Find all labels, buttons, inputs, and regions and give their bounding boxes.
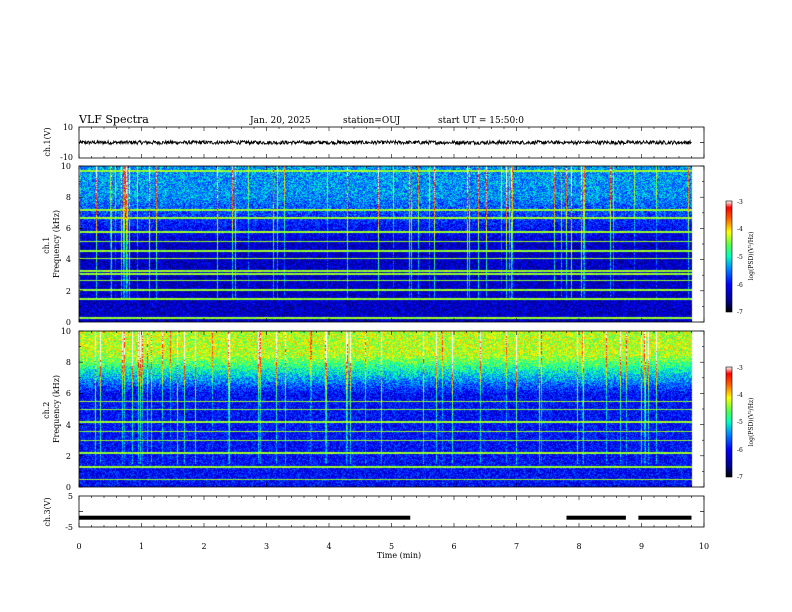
ch3-ytick-bottom: -5 <box>65 523 73 532</box>
ch2-cb-tick-m6: -6 <box>737 447 743 454</box>
ch3-ylabel: ch.3(V) <box>43 497 52 526</box>
ch1-colorbar: -3 -4 -5 -6 -7 log(PSD)(V²/Hz) <box>725 199 755 316</box>
ch2-cb-tick-m4: -4 <box>737 392 743 399</box>
ch1-colorbar-label: log(PSD)(V²/Hz) <box>748 232 755 281</box>
ch1-freq-tick-10: 10 <box>61 162 71 171</box>
time-axis-tick-label: 4 <box>326 542 331 551</box>
ch1-spectrogram-image <box>79 166 704 322</box>
time-axis-tick-label: 9 <box>639 542 644 551</box>
ch1-cb-tick-m3: -3 <box>737 199 743 206</box>
ch3-trace-segment <box>638 515 692 520</box>
ch1-ytick-top: 10 <box>63 123 73 132</box>
time-axis-tick-label: 5 <box>389 542 394 551</box>
time-axis-tick-label: 1 <box>139 542 144 551</box>
ch1-cb-tick-m5: -5 <box>737 254 743 261</box>
ch1-ylabel-line2: Frequency (kHz) <box>52 210 61 278</box>
station-label: station=OUJ <box>343 116 401 126</box>
ch3-trace-segment <box>79 515 411 520</box>
date-label: Jan. 20, 2025 <box>249 116 311 126</box>
ch3-waveform-trace <box>79 515 692 520</box>
ch2-freq-tick-0: 0 <box>66 483 71 492</box>
ch1-waveform-trace <box>78 139 692 146</box>
time-axis-tick-label: 7 <box>514 542 519 551</box>
figure-title: VLF Spectra <box>78 113 149 126</box>
ch2-cb-tick-m3: -3 <box>737 365 743 372</box>
ch2-colorbar-label: log(PSD)(V²/Hz) <box>748 398 755 447</box>
time-axis-label: Time (min) <box>377 551 421 560</box>
ch1-waveform-panel: 10 -10 ch.1(V) <box>43 123 705 162</box>
ch1-freq-tick-4: 4 <box>66 255 71 264</box>
ch1-ylabel-line1: ch.1 <box>42 237 51 254</box>
start-time-label: start UT = 15:50:0 <box>438 116 524 126</box>
ch2-ylabel-line1: ch.2 <box>42 402 51 419</box>
ch2-freq-tick-4: 4 <box>66 421 71 430</box>
ch2-cb-tick-m7: -7 <box>737 474 743 481</box>
time-axis-tick-label: 6 <box>451 542 456 551</box>
ch2-colorbar: -3 -4 -5 -6 -7 log(PSD)(V²/Hz) <box>725 365 755 481</box>
ch2-ylabel: ch.2 Frequency (kHz) <box>42 375 61 443</box>
ch1-ytick-bottom: -10 <box>60 153 73 162</box>
ch2-freq-tick-10: 10 <box>61 327 71 336</box>
ch2-spectrogram-image <box>79 331 704 487</box>
time-axis-tick-label: 2 <box>201 542 206 551</box>
ch2-spectrogram-panel: 10 8 6 4 2 0 ch.2 Frequency (kHz) -3 -4 … <box>42 327 755 492</box>
ch1-spectrogram-panel: 10 8 6 4 2 0 ch.1 Frequency (kHz) -3 -4 … <box>42 162 755 327</box>
ch1-freq-tick-6: 6 <box>66 224 71 233</box>
ch1-waveform-ticks <box>78 127 705 158</box>
ch1-ylabel: ch.1(V) <box>43 127 52 156</box>
time-axis-tick-label: 8 <box>576 542 581 551</box>
ch2-ylabel-line2: Frequency (kHz) <box>52 375 61 443</box>
ch3-ytick-top: 5 <box>68 492 73 501</box>
ch2-freq-tick-6: 6 <box>66 389 71 398</box>
ch2-cb-tick-m5: -5 <box>737 419 743 426</box>
ch1-spectrogram-ticks <box>78 165 705 323</box>
ch3-waveform-frame <box>78 495 705 528</box>
time-axis-tick-label: 3 <box>264 542 269 551</box>
ch2-freq-tick-8: 8 <box>66 358 71 367</box>
ch1-cb-tick-m4: -4 <box>737 226 743 233</box>
time-axis-tick-label: 10 <box>699 542 709 551</box>
ch1-cb-tick-m7: -7 <box>737 309 743 316</box>
time-axis-tick-label: 0 <box>76 542 81 551</box>
ch1-freq-tick-8: 8 <box>66 193 71 202</box>
ch2-colorbar-scale <box>725 366 733 478</box>
ch1-cb-tick-m6: -6 <box>737 282 743 289</box>
ch1-freq-tick-2: 2 <box>66 287 71 296</box>
ch3-trace-segment <box>566 515 626 520</box>
ch3-waveform-ticks <box>78 496 705 527</box>
time-axis-tick-labels: 0 1 2 3 4 5 6 7 8 9 10 <box>76 542 709 551</box>
ch1-ylabel: ch.1 Frequency (kHz) <box>42 210 61 278</box>
ch1-freq-tick-0: 0 <box>66 318 71 327</box>
ch2-freq-tick-2: 2 <box>66 452 71 461</box>
ch2-spectrogram-ticks <box>78 330 705 488</box>
ch1-colorbar-scale <box>725 200 733 313</box>
ch3-waveform-panel: 5 -5 ch.3(V) <box>43 492 705 532</box>
